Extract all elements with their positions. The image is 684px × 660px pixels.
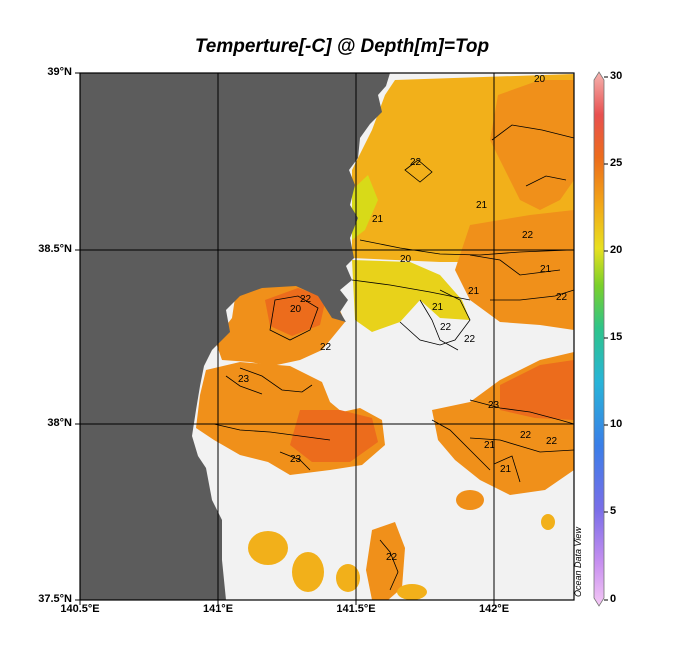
colorbar-label-25: 25	[610, 157, 623, 169]
contour-label: 22	[410, 157, 422, 168]
contour-label-group: 20 22 21 21 20 21 21 22 20 22 21 22 23 2…	[238, 74, 568, 563]
colorbar-label-5: 5	[610, 505, 617, 517]
temp-blob-south-6	[541, 514, 555, 530]
contour-label: 22	[520, 430, 532, 441]
lat-label-39: 39°N	[47, 66, 72, 78]
map-title: Temperture[-C] @ Depth[m]=Top	[194, 36, 490, 57]
temp-blob-south-2	[292, 552, 324, 592]
lat-label-38: 38°N	[47, 417, 72, 429]
contour-label: 20	[534, 74, 546, 85]
graticule	[80, 73, 574, 600]
contour-label: 21	[468, 286, 480, 297]
land-mass	[80, 73, 390, 600]
temp-blob-south-3	[336, 564, 360, 592]
axis-ticks	[75, 72, 495, 605]
temp-region-yellow-2	[352, 175, 378, 240]
contour-label: 22	[522, 230, 534, 241]
contour-label: 22	[546, 436, 558, 447]
colorbar-label-15: 15	[610, 331, 623, 343]
map-frame	[79, 72, 575, 601]
lon-label-140-5: 140.5°E	[60, 603, 100, 615]
contour-label: 21	[500, 464, 512, 475]
temp-blob-south-1	[248, 531, 288, 565]
lon-label-141: 141°E	[202, 603, 234, 615]
lon-label-141-5: 141.5°E	[336, 603, 376, 615]
contour-label: 23	[290, 454, 302, 465]
lon-label-142: 142°E	[478, 603, 510, 615]
contour-label: 22	[464, 334, 476, 345]
contour-label: 21	[484, 440, 496, 451]
colorbar-scale	[593, 71, 605, 607]
contour-label: 21	[476, 200, 488, 211]
temp-blob-south-7	[456, 490, 484, 510]
contour-label: 22	[556, 292, 568, 303]
temp-region-east-band	[455, 210, 574, 330]
colorbar-label-30: 30	[610, 70, 623, 82]
contour-label: 21	[540, 264, 552, 275]
credit-text: Ocean Data View	[573, 527, 583, 597]
contour-label: 23	[238, 374, 250, 385]
contour-label: 21	[372, 214, 384, 225]
temp-region-east-core	[500, 360, 574, 420]
colorbar	[593, 71, 608, 607]
colorbar-label-10: 10	[610, 418, 623, 430]
contour-label: 22	[386, 552, 398, 563]
contour-label: 20	[290, 304, 302, 315]
contour-label: 22	[320, 342, 332, 353]
temp-blob-south-4	[366, 522, 405, 600]
contour-lines	[213, 124, 575, 591]
temp-blob-south-5	[397, 584, 427, 600]
colorbar-label-0: 0	[610, 593, 617, 605]
contour-label: 20	[400, 254, 412, 265]
lat-label-38-5: 38.5°N	[38, 243, 72, 255]
contour-label: 22	[440, 322, 452, 333]
temperature-field	[196, 74, 574, 600]
temp-region-bay-core	[265, 288, 326, 336]
temp-region-yellow	[352, 260, 470, 332]
colorbar-label-20: 20	[610, 244, 623, 256]
contour-label: 21	[432, 302, 444, 313]
contour-label: 22	[300, 294, 312, 305]
lat-label-37-5: 37.5°N	[38, 593, 72, 605]
